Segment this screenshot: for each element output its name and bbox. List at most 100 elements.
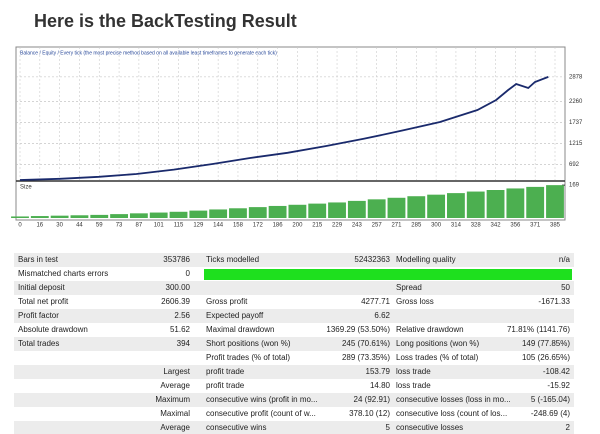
y-tick-label: 692 bbox=[569, 162, 580, 168]
table-cell: 153.79 bbox=[366, 367, 391, 376]
x-tick-label: 356 bbox=[510, 223, 521, 229]
table-cell: consecutive losses (loss in mo... bbox=[396, 395, 511, 404]
size-bar bbox=[407, 196, 426, 218]
table-cell: 1369.29 (53.50%) bbox=[326, 325, 390, 334]
table-cell: 14.80 bbox=[370, 381, 391, 390]
table-row bbox=[14, 253, 574, 267]
table-cell: 52432363 bbox=[354, 255, 390, 264]
table-cell: Profit factor bbox=[18, 311, 59, 320]
x-tick-label: 30 bbox=[56, 223, 63, 229]
table-cell: 2.56 bbox=[174, 311, 190, 320]
size-bar bbox=[209, 209, 228, 218]
size-bar bbox=[11, 216, 29, 218]
chart-frame bbox=[15, 46, 566, 221]
x-tick-label: 229 bbox=[332, 223, 343, 229]
size-bar bbox=[30, 216, 49, 218]
x-tick-label: 257 bbox=[372, 223, 383, 229]
size-bar bbox=[308, 203, 327, 218]
y-tick-label: 2878 bbox=[569, 74, 583, 80]
x-tick-label: 371 bbox=[530, 223, 541, 229]
table-cell: 6.62 bbox=[374, 311, 390, 320]
table-cell: Short positions (won %) bbox=[206, 339, 291, 348]
table-cell: Mismatched charts errors bbox=[18, 269, 108, 278]
table-cell: 50 bbox=[561, 283, 570, 292]
size-bar bbox=[546, 185, 564, 218]
table-cell: -108.42 bbox=[543, 367, 571, 376]
x-tick-label: 144 bbox=[213, 223, 224, 229]
table-row bbox=[14, 323, 574, 337]
x-tick-label: 186 bbox=[273, 223, 284, 229]
size-bar bbox=[110, 214, 128, 218]
x-tick-label: 243 bbox=[352, 223, 363, 229]
balance-line bbox=[19, 76, 549, 181]
table-row bbox=[14, 393, 574, 407]
x-tick-label: 59 bbox=[96, 223, 103, 229]
table-cell: profit trade bbox=[206, 381, 245, 390]
table-row bbox=[14, 351, 574, 365]
table-cell: 245 (70.61%) bbox=[342, 339, 390, 348]
table-cell: Gross loss bbox=[396, 297, 434, 306]
table-cell: Maximal bbox=[160, 409, 190, 418]
x-tick-label: 271 bbox=[391, 223, 402, 229]
table-cell: n/a bbox=[559, 255, 571, 264]
table-cell: consecutive wins bbox=[206, 423, 266, 432]
x-tick-label: 200 bbox=[292, 223, 303, 229]
size-bar bbox=[288, 204, 307, 218]
x-tick-label: 44 bbox=[76, 223, 83, 229]
table-cell: Initial deposit bbox=[18, 283, 65, 292]
table-cell: 378.10 (12) bbox=[349, 409, 390, 418]
table-cell: loss trade bbox=[396, 367, 431, 376]
table-cell: Largest bbox=[163, 367, 190, 376]
x-tick-label: 115 bbox=[174, 223, 184, 229]
table-cell: Average bbox=[160, 381, 190, 390]
size-label: Size bbox=[20, 185, 32, 191]
table-cell: 2606.39 bbox=[161, 297, 190, 306]
x-tick-label: 16 bbox=[36, 223, 43, 229]
x-tick-label: 300 bbox=[431, 223, 442, 229]
y-tick-label: 1737 bbox=[569, 120, 583, 126]
table-cell: Loss trades (% of total) bbox=[396, 353, 479, 362]
table-row bbox=[14, 365, 574, 379]
table-cell: profit trade bbox=[206, 367, 245, 376]
table-cell: consecutive loss (count of los... bbox=[396, 409, 507, 418]
size-bar bbox=[268, 205, 287, 218]
size-bar bbox=[526, 186, 545, 218]
table-cell: Maximum bbox=[155, 395, 190, 404]
table-cell: Absolute drawdown bbox=[18, 325, 88, 334]
table-cell: 2 bbox=[566, 423, 571, 432]
table-cell: 105 (26.65%) bbox=[522, 353, 570, 362]
table-cell: 5 (-165.04) bbox=[531, 395, 570, 404]
table-cell: Average bbox=[160, 423, 190, 432]
table-cell: Profit trades (% of total) bbox=[206, 353, 290, 362]
y-tick-label: 2260 bbox=[569, 99, 583, 105]
x-tick-label: 385 bbox=[550, 223, 561, 229]
x-tick-label: 73 bbox=[116, 223, 123, 229]
chart-legend: Balance / Equity / Every tick (the most … bbox=[20, 50, 277, 56]
size-bar bbox=[169, 211, 188, 218]
x-tick-label: 314 bbox=[451, 223, 462, 229]
table-cell: Spread bbox=[396, 283, 422, 292]
table-cell: 51.62 bbox=[170, 325, 191, 334]
table-cell: 394 bbox=[177, 339, 191, 348]
table-cell: 289 (73.35%) bbox=[342, 353, 390, 362]
table-cell: 4277.71 bbox=[361, 297, 390, 306]
table-cell: Relative drawdown bbox=[396, 325, 464, 334]
size-bar bbox=[50, 215, 69, 218]
x-tick-label: 172 bbox=[253, 223, 264, 229]
x-tick-label: 87 bbox=[136, 223, 143, 229]
table-cell: 353786 bbox=[163, 255, 190, 264]
table-cell: Modelling quality bbox=[396, 255, 456, 264]
table-cell: Gross profit bbox=[206, 297, 248, 306]
x-tick-label: 101 bbox=[154, 223, 165, 229]
size-bar bbox=[248, 207, 267, 218]
table-cell: -1671.33 bbox=[538, 297, 570, 306]
table-cell: Total trades bbox=[18, 339, 59, 348]
size-bar bbox=[90, 214, 109, 218]
size-bar bbox=[387, 197, 406, 218]
size-bar bbox=[347, 200, 366, 218]
x-tick-label: 215 bbox=[312, 223, 323, 229]
table-cell: Expected payoff bbox=[206, 311, 264, 320]
table-row bbox=[14, 379, 574, 393]
table-cell: -15.92 bbox=[547, 381, 570, 390]
